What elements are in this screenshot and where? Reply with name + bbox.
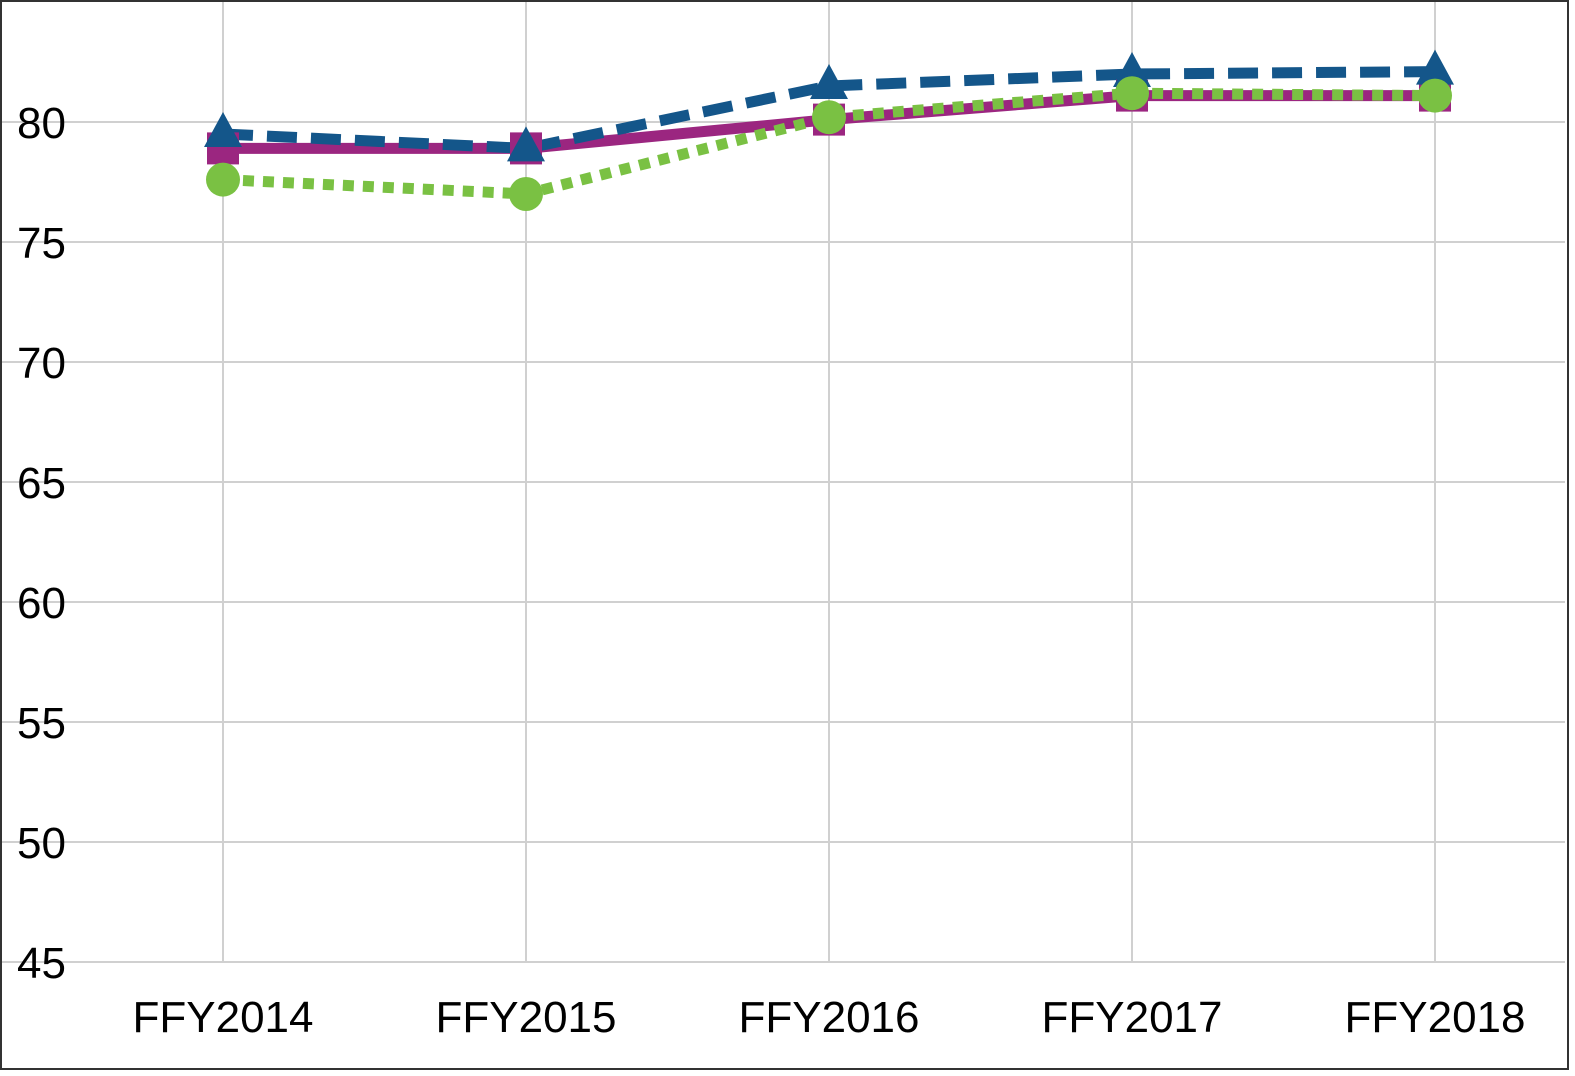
y-tick-label-45: 45 xyxy=(17,939,66,988)
series-2-point-3 xyxy=(1115,76,1149,111)
markers-layer xyxy=(204,49,1454,211)
series-2-point-1 xyxy=(509,177,543,211)
series-2-point-0 xyxy=(206,162,240,197)
series-1-point-4 xyxy=(1416,49,1454,85)
series-line-2 xyxy=(222,87,1436,200)
series-1-point-3 xyxy=(1113,52,1151,87)
x-tick-label-4: FFY2018 xyxy=(1345,993,1526,1042)
x-tick-label-1: FFY2015 xyxy=(436,993,617,1042)
x-axis-tick-labels: FFY2014 FFY2015 FFY2016 FFY2017 FFY2018 xyxy=(133,993,1526,1042)
y-axis-tick-labels: 45 50 55 60 65 70 75 80 xyxy=(17,99,66,988)
y-tick-label-75: 75 xyxy=(17,219,66,268)
series-1-point-0 xyxy=(204,112,242,147)
series-1-point-1 xyxy=(507,126,545,162)
y-tick-label-50: 50 xyxy=(17,819,66,868)
y-tick-label-60: 60 xyxy=(17,579,66,628)
y-tick-label-65: 65 xyxy=(17,459,66,508)
series-1-point-2 xyxy=(810,64,848,99)
y-tick-label-55: 55 xyxy=(17,699,66,748)
series-2-point-2 xyxy=(812,100,846,135)
x-tick-label-2: FFY2016 xyxy=(739,993,920,1042)
x-tick-label-0: FFY2014 xyxy=(133,993,314,1042)
y-tick-label-70: 70 xyxy=(17,339,66,388)
series-2-point-4 xyxy=(1418,78,1452,113)
series-line-1 xyxy=(222,66,1436,154)
x-tick-label-3: FFY2017 xyxy=(1042,993,1223,1042)
y-tick-label-80: 80 xyxy=(17,99,66,148)
